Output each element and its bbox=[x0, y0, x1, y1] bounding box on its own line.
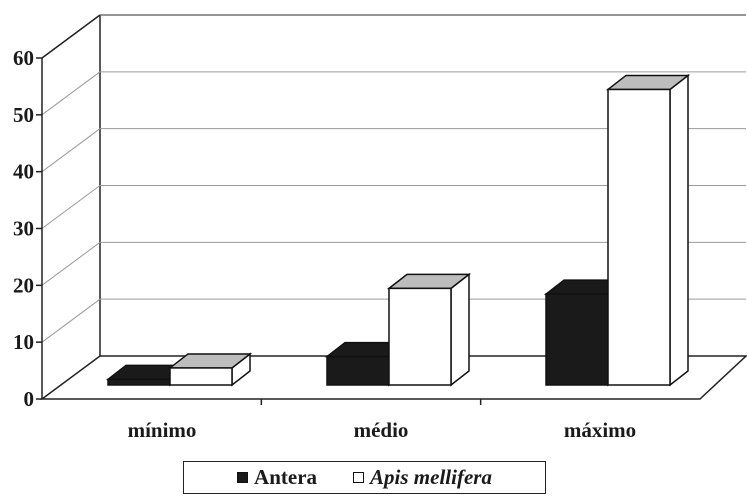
y-tick-label: 0 bbox=[24, 387, 35, 411]
x-category-label: máximo bbox=[564, 418, 636, 442]
y-tick-label: 10 bbox=[13, 330, 34, 354]
y-tick-label: 20 bbox=[13, 273, 34, 297]
x-category-labels: mínimo médio máximo bbox=[128, 418, 637, 442]
y-tick-label: 50 bbox=[13, 103, 34, 127]
gridline-side-20 bbox=[41, 241, 101, 286]
bar-chart: 0 10 20 30 40 50 60 mínimo médio máximo bbox=[13, 14, 747, 442]
y-tick-label: 60 bbox=[13, 46, 34, 70]
bar-front bbox=[545, 293, 609, 386]
y-axis-top-diagonal bbox=[41, 14, 101, 59]
legend-swatch-apis-mellifera bbox=[353, 472, 365, 483]
bar-apis-mellifera-1 bbox=[386, 272, 472, 387]
bar-side bbox=[669, 73, 689, 387]
bar-front bbox=[107, 378, 171, 386]
y-tick-label: 40 bbox=[13, 160, 34, 184]
bar-front bbox=[607, 88, 671, 386]
gridline-side-50 bbox=[41, 71, 101, 116]
legend-label-antera: Antera bbox=[254, 465, 318, 489]
y-tick-label: 30 bbox=[13, 217, 34, 241]
legend-swatch-antera bbox=[237, 472, 249, 483]
x-category-label: médio bbox=[354, 418, 409, 442]
bar-side bbox=[450, 272, 470, 387]
gridline-side-30 bbox=[41, 185, 101, 229]
bar-front bbox=[388, 287, 452, 386]
bar-front bbox=[169, 367, 233, 386]
x-category-label: mínimo bbox=[128, 418, 197, 442]
y-tick-labels: 0 10 20 30 40 50 60 bbox=[13, 46, 34, 411]
bar-front bbox=[326, 355, 390, 386]
legend-item-apis-mellifera: Apis mellifera bbox=[353, 465, 492, 490]
bar-apis-mellifera-2 bbox=[605, 73, 691, 387]
legend-label-apis-mellifera: Apis mellifera bbox=[370, 465, 492, 489]
bar-apis-mellifera-0 bbox=[167, 352, 253, 387]
legend-item-antera: Antera bbox=[237, 465, 317, 490]
legend: Antera Apis mellifera bbox=[183, 461, 546, 494]
gridline-side-10 bbox=[41, 298, 101, 343]
bars bbox=[105, 73, 691, 387]
gridline-side-40 bbox=[41, 128, 101, 173]
